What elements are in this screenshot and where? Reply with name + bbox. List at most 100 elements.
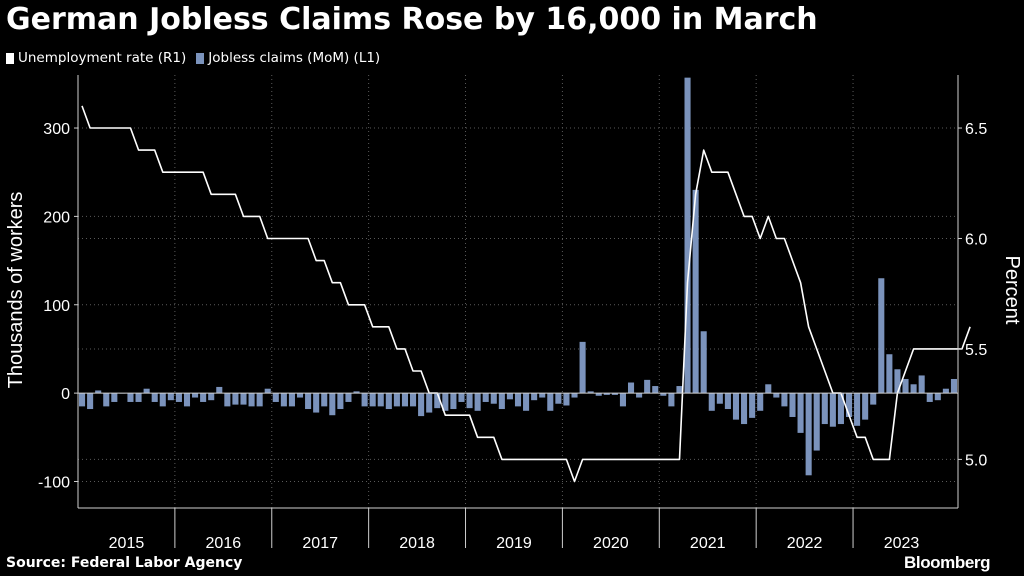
claims-bar bbox=[781, 393, 788, 407]
claims-bar bbox=[644, 379, 651, 394]
legend-line-swatch bbox=[6, 52, 14, 64]
claims-bar bbox=[547, 393, 554, 411]
claims-bar bbox=[385, 393, 392, 410]
claims-bar bbox=[313, 393, 320, 413]
unemployment-line-path bbox=[81, 105, 971, 483]
claims-bar bbox=[579, 341, 586, 394]
claims-bar bbox=[272, 393, 279, 402]
right-tick-label: 6.5 bbox=[965, 121, 987, 138]
claims-bar bbox=[619, 393, 626, 407]
unemployment-line bbox=[81, 105, 971, 483]
claims-bar bbox=[773, 393, 780, 398]
claims-bar bbox=[353, 391, 360, 394]
claims-bar bbox=[418, 393, 425, 417]
right-tick-label: 5.0 bbox=[965, 452, 987, 469]
claims-bar bbox=[789, 393, 796, 417]
left-tick-label: 0 bbox=[61, 386, 70, 403]
x-tick-label: 2016 bbox=[206, 535, 242, 552]
claims-bar bbox=[167, 393, 174, 401]
claims-bar bbox=[377, 393, 384, 407]
claims-bar bbox=[611, 393, 618, 395]
claims-bar bbox=[200, 393, 207, 402]
claims-bar bbox=[636, 393, 643, 398]
claims-bar bbox=[79, 393, 86, 407]
claims-bar bbox=[942, 388, 949, 394]
claims-bar bbox=[813, 393, 820, 451]
claims-bar bbox=[902, 378, 909, 394]
claims-bar bbox=[757, 393, 764, 411]
claims-bar bbox=[111, 393, 118, 402]
claims-bar bbox=[329, 393, 336, 416]
claims-bar bbox=[159, 393, 166, 407]
claims-bar bbox=[232, 393, 239, 405]
claims-bar bbox=[837, 393, 844, 425]
claims-bar bbox=[668, 393, 675, 407]
claims-bar bbox=[555, 393, 562, 404]
claims-bar bbox=[337, 393, 344, 410]
claims-bar bbox=[845, 393, 853, 417]
claims-bar bbox=[458, 393, 465, 402]
claims-bar bbox=[466, 393, 473, 409]
left-tick-label: -100 bbox=[38, 474, 70, 491]
claims-bar bbox=[595, 393, 602, 396]
claims-bar bbox=[797, 393, 804, 433]
claims-bar bbox=[345, 393, 352, 402]
x-tick-label: 2020 bbox=[593, 535, 629, 552]
claims-bar bbox=[410, 393, 417, 407]
claims-bar bbox=[127, 393, 134, 402]
claims-bar bbox=[240, 393, 247, 405]
claims-bar bbox=[523, 393, 530, 411]
claims-bar bbox=[426, 393, 433, 413]
left-tick-label: 100 bbox=[43, 298, 70, 315]
claims-bar bbox=[224, 393, 231, 407]
legend-bar-swatch bbox=[196, 52, 205, 64]
claims-bar bbox=[401, 393, 409, 407]
claims-bar bbox=[854, 393, 861, 426]
claims-bar bbox=[708, 393, 715, 411]
bloomberg-logo: Bloomberg bbox=[904, 553, 991, 572]
claims-bar bbox=[183, 393, 191, 407]
claims-bar bbox=[450, 393, 457, 410]
claims-bar bbox=[369, 393, 376, 407]
legend: Unemployment rate (R1) Jobless claims (M… bbox=[6, 50, 380, 66]
claims-bar bbox=[805, 393, 812, 476]
claims-bar bbox=[103, 393, 110, 407]
claims-bar bbox=[716, 393, 723, 404]
claims-bar bbox=[894, 369, 901, 394]
claims-bar bbox=[482, 393, 489, 402]
claims-bars bbox=[79, 77, 957, 476]
claims-bar bbox=[684, 77, 691, 394]
claims-bar bbox=[288, 393, 295, 407]
claims-bar bbox=[151, 393, 158, 402]
x-tick-label: 2015 bbox=[109, 535, 145, 552]
claims-bar bbox=[256, 393, 263, 407]
claims-bar bbox=[741, 393, 748, 425]
axes: -100 0 100 200 300 5.0 5.5 6.0 6.5 2015 2016 2017 20… bbox=[5, 75, 1023, 552]
claims-bar bbox=[934, 393, 941, 401]
claims-bar bbox=[910, 384, 917, 394]
gridlines bbox=[78, 75, 958, 508]
claims-bar bbox=[175, 393, 182, 402]
claims-bar bbox=[829, 393, 836, 427]
claims-bar bbox=[361, 393, 368, 407]
claims-bar bbox=[296, 393, 304, 398]
claims-bar bbox=[248, 393, 255, 407]
right-axis-title: Percent bbox=[1001, 256, 1023, 325]
claims-bar bbox=[539, 393, 546, 398]
claims-bar bbox=[821, 393, 828, 425]
x-tick-label: 2019 bbox=[496, 535, 532, 552]
claims-bar bbox=[87, 393, 94, 410]
source-note: Source: Federal Labor Agency bbox=[6, 555, 243, 571]
claims-bar bbox=[950, 378, 957, 394]
left-tick-label: 200 bbox=[43, 209, 70, 226]
claims-bar bbox=[143, 388, 150, 394]
right-tick-label: 6.0 bbox=[965, 231, 987, 248]
left-tick-label: 300 bbox=[43, 121, 70, 138]
claims-bar bbox=[918, 375, 925, 394]
claims-bar bbox=[571, 393, 578, 398]
claims-bar bbox=[474, 393, 481, 411]
claims-bar bbox=[676, 386, 683, 394]
claims-bar bbox=[490, 393, 497, 404]
claims-bar bbox=[216, 386, 223, 394]
